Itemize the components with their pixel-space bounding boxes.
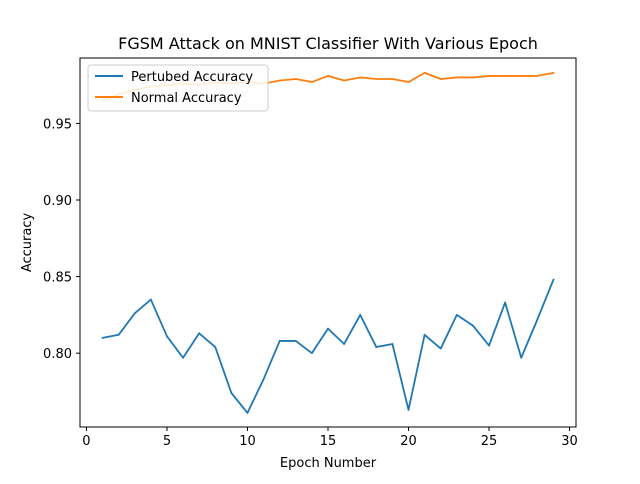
x-tick-label: 25 xyxy=(481,434,498,449)
data-point-normal-accuracy xyxy=(520,75,523,77)
data-point-pertubed-accuracy xyxy=(214,346,217,348)
legend-label-normal: Normal Accuracy xyxy=(131,91,242,106)
data-point-pertubed-accuracy xyxy=(407,408,410,411)
data-point-normal-accuracy xyxy=(407,81,410,83)
data-point-normal-accuracy xyxy=(294,78,297,80)
x-tick-label: 5 xyxy=(163,434,171,449)
legend: Pertubed Accuracy Normal Accuracy xyxy=(87,64,269,112)
data-point-pertubed-accuracy xyxy=(133,312,136,315)
data-point-pertubed-accuracy xyxy=(439,347,442,350)
x-axis-label: Epoch Number xyxy=(280,456,377,471)
chart-title: FGSM Attack on MNIST Classifier With Var… xyxy=(118,34,538,53)
data-point-pertubed-accuracy xyxy=(101,336,104,339)
x-tick-label: 20 xyxy=(400,434,417,449)
data-point-pertubed-accuracy xyxy=(391,343,394,345)
data-point-pertubed-accuracy xyxy=(262,378,265,381)
data-point-pertubed-accuracy xyxy=(488,344,490,347)
data-point-pertubed-accuracy xyxy=(343,343,346,345)
data-point-normal-accuracy xyxy=(504,75,507,77)
data-point-pertubed-accuracy xyxy=(294,340,297,342)
data-point-normal-accuracy xyxy=(552,71,555,74)
data-point-pertubed-accuracy xyxy=(472,324,474,327)
y-axis-ticks: 0.80 0.85 0.90 0.95 xyxy=(43,117,80,362)
data-point-normal-accuracy xyxy=(455,76,458,79)
x-axis-ticks: 0 5 10 15 20 25 30 xyxy=(82,427,578,449)
y-tick-label: 0.85 xyxy=(43,271,72,286)
data-point-pertubed-accuracy xyxy=(520,356,523,359)
data-point-normal-accuracy xyxy=(375,78,378,80)
data-point-pertubed-accuracy xyxy=(198,332,201,335)
data-point-pertubed-accuracy xyxy=(504,301,507,304)
data-point-pertubed-accuracy xyxy=(230,392,233,394)
x-tick-label: 30 xyxy=(561,434,578,449)
data-point-pertubed-accuracy xyxy=(310,352,313,355)
y-tick-label: 0.80 xyxy=(43,347,72,362)
data-point-pertubed-accuracy xyxy=(536,318,539,321)
data-point-normal-accuracy xyxy=(536,75,539,77)
data-point-normal-accuracy xyxy=(343,79,346,82)
x-tick-label: 0 xyxy=(82,434,90,449)
x-tick-label: 15 xyxy=(320,434,337,449)
data-point-pertubed-accuracy xyxy=(455,313,458,316)
data-point-pertubed-accuracy xyxy=(166,335,168,338)
data-point-pertubed-accuracy xyxy=(278,340,281,342)
data-point-pertubed-accuracy xyxy=(149,298,152,301)
data-point-normal-accuracy xyxy=(310,81,313,83)
data-point-pertubed-accuracy xyxy=(327,327,329,330)
data-point-normal-accuracy xyxy=(327,75,329,77)
data-point-pertubed-accuracy xyxy=(423,333,426,336)
data-point-normal-accuracy xyxy=(278,79,281,82)
legend-box xyxy=(87,64,269,112)
data-point-pertubed-accuracy xyxy=(359,313,362,316)
data-point-pertubed-accuracy xyxy=(375,346,378,348)
legend-label-pertubed: Pertubed Accuracy xyxy=(131,70,253,85)
data-point-pertubed-accuracy xyxy=(182,356,184,359)
data-point-normal-accuracy xyxy=(472,76,474,79)
data-point-normal-accuracy xyxy=(488,75,490,77)
data-point-normal-accuracy xyxy=(359,76,362,79)
data-point-normal-accuracy xyxy=(423,71,426,74)
y-tick-label: 0.90 xyxy=(43,194,72,209)
y-tick-label: 0.95 xyxy=(43,117,72,132)
data-point-normal-accuracy xyxy=(439,78,442,80)
data-point-pertubed-accuracy xyxy=(552,278,555,281)
data-point-pertubed-accuracy xyxy=(246,412,249,414)
y-axis-label: Accuracy xyxy=(20,213,35,273)
plot-frame xyxy=(79,57,577,428)
data-point-pertubed-accuracy xyxy=(117,333,120,336)
x-tick-label: 10 xyxy=(239,434,256,449)
data-point-normal-accuracy xyxy=(391,78,394,80)
